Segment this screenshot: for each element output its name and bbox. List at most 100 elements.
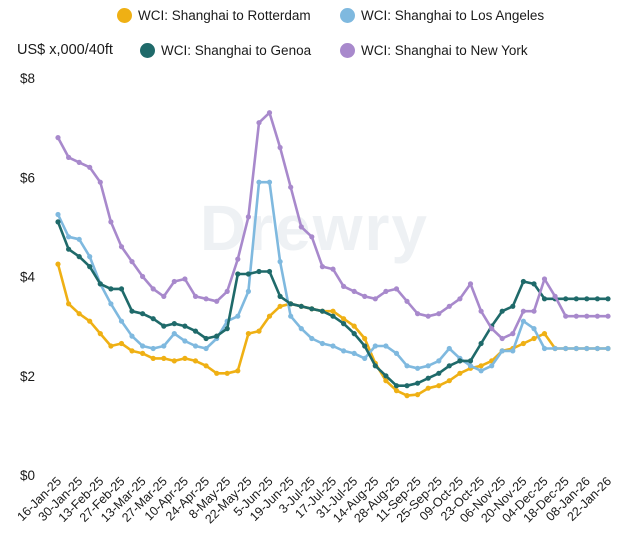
data-point — [341, 316, 347, 322]
data-point — [351, 323, 357, 329]
data-point — [383, 378, 389, 384]
data-point — [404, 298, 410, 304]
data-point — [203, 296, 209, 302]
data-point — [192, 343, 199, 349]
data-point — [393, 383, 400, 389]
data-point — [171, 278, 177, 285]
data-point — [541, 296, 548, 302]
data-point — [214, 333, 220, 339]
legend-swatch-genoa — [140, 43, 155, 58]
data-point — [436, 370, 442, 376]
data-point — [298, 224, 304, 230]
data-point — [584, 296, 590, 302]
data-point — [372, 343, 378, 349]
data-point — [150, 286, 156, 292]
data-point — [256, 120, 262, 126]
data-point — [425, 375, 431, 381]
data-point — [129, 259, 135, 265]
data-point — [404, 363, 410, 369]
data-point — [362, 343, 368, 349]
data-point — [415, 311, 421, 317]
data-point — [552, 345, 558, 352]
data-point — [499, 348, 505, 354]
legend-item-rotterdam: WCI: Shanghai to Rotterdam — [117, 8, 311, 23]
legend-item-los-angeles: WCI: Shanghai to Los Angeles — [340, 8, 544, 23]
data-point — [266, 179, 273, 185]
data-point — [319, 264, 325, 270]
data-point — [235, 271, 241, 277]
data-point — [478, 308, 484, 314]
data-point — [129, 333, 135, 339]
data-point — [520, 318, 527, 324]
data-point — [118, 340, 125, 347]
data-point — [224, 288, 230, 294]
y-tick-label: $8 — [20, 71, 35, 86]
data-point — [108, 219, 114, 225]
series-lines — [55, 110, 611, 399]
data-point — [362, 293, 368, 299]
data-point — [140, 311, 146, 317]
data-point — [467, 358, 474, 364]
data-point — [436, 383, 442, 389]
data-point — [446, 363, 452, 369]
data-point — [436, 358, 442, 364]
y-tick-label: $6 — [20, 170, 35, 185]
data-point — [76, 254, 82, 260]
data-point — [214, 298, 220, 304]
data-point — [266, 110, 273, 116]
legend-item-genoa: WCI: Shanghai to Genoa — [140, 43, 311, 58]
data-point — [256, 268, 262, 275]
data-point — [161, 343, 167, 349]
data-point — [446, 303, 452, 309]
data-point — [298, 326, 304, 332]
data-point — [330, 313, 336, 319]
data-point — [76, 236, 82, 242]
data-point — [235, 368, 241, 374]
data-point — [446, 345, 452, 352]
legend-label-new-york: WCI: Shanghai to New York — [361, 43, 528, 58]
data-point — [256, 179, 262, 185]
data-point — [277, 293, 283, 299]
data-point — [87, 318, 93, 324]
legend-label-genoa: WCI: Shanghai to Genoa — [161, 43, 312, 58]
data-point — [245, 271, 251, 277]
data-point — [351, 350, 357, 356]
data-point — [520, 340, 527, 347]
data-point — [372, 363, 378, 369]
data-point — [150, 355, 156, 361]
data-point — [298, 303, 304, 309]
data-point — [108, 343, 114, 349]
data-point — [55, 219, 61, 225]
data-point — [288, 184, 294, 190]
data-point — [150, 345, 156, 352]
data-point — [97, 179, 103, 185]
data-point — [182, 355, 188, 361]
data-point — [235, 313, 241, 319]
data-point — [182, 338, 188, 344]
data-point — [499, 308, 505, 314]
data-point — [362, 335, 368, 342]
y-tick-label: $4 — [20, 270, 36, 285]
data-point — [563, 313, 569, 319]
data-point — [541, 345, 548, 352]
data-point — [161, 355, 167, 361]
data-point — [573, 313, 579, 319]
data-point — [372, 296, 378, 302]
legend-item-new-york: WCI: Shanghai to New York — [340, 43, 528, 58]
data-point — [563, 345, 569, 352]
data-point — [341, 348, 347, 354]
data-point — [224, 370, 230, 376]
data-point — [351, 288, 357, 294]
data-point — [467, 281, 474, 287]
data-point — [277, 303, 283, 309]
data-point — [341, 321, 347, 327]
data-point — [425, 313, 431, 319]
data-point — [457, 358, 463, 364]
data-point — [309, 306, 315, 312]
data-point — [140, 343, 146, 349]
legend-label-rotterdam: WCI: Shanghai to Rotterdam — [138, 8, 311, 23]
data-point — [531, 308, 537, 314]
data-point — [404, 383, 410, 389]
data-point — [182, 323, 188, 329]
